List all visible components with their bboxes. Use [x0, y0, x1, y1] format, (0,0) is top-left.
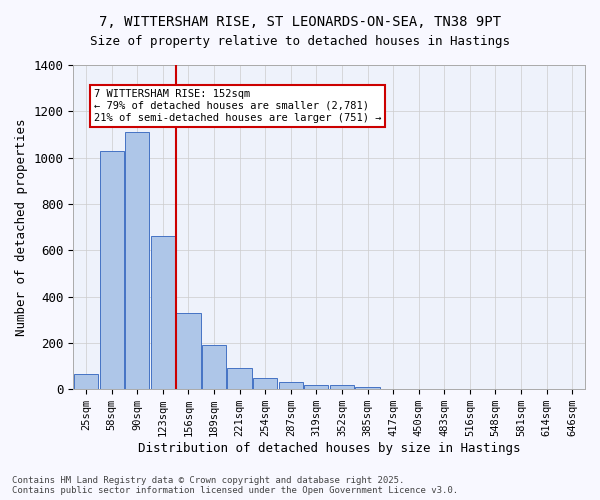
Text: Contains HM Land Registry data © Crown copyright and database right 2025.
Contai: Contains HM Land Registry data © Crown c… — [12, 476, 458, 495]
Bar — [304, 384, 328, 389]
Y-axis label: Number of detached properties: Number of detached properties — [15, 118, 28, 336]
Bar — [227, 368, 252, 389]
Bar — [176, 313, 200, 389]
Text: 7, WITTERSHAM RISE, ST LEONARDS-ON-SEA, TN38 9PT: 7, WITTERSHAM RISE, ST LEONARDS-ON-SEA, … — [99, 15, 501, 29]
Bar — [202, 345, 226, 389]
Bar — [278, 382, 303, 389]
Text: Size of property relative to detached houses in Hastings: Size of property relative to detached ho… — [90, 35, 510, 48]
Bar — [100, 150, 124, 389]
Bar — [355, 387, 380, 389]
Bar — [253, 378, 277, 389]
Bar — [330, 385, 354, 389]
Text: 7 WITTERSHAM RISE: 152sqm
← 79% of detached houses are smaller (2,781)
21% of se: 7 WITTERSHAM RISE: 152sqm ← 79% of detac… — [94, 90, 381, 122]
Bar — [151, 236, 175, 389]
X-axis label: Distribution of detached houses by size in Hastings: Distribution of detached houses by size … — [138, 442, 520, 455]
Bar — [125, 132, 149, 389]
Bar — [74, 374, 98, 389]
